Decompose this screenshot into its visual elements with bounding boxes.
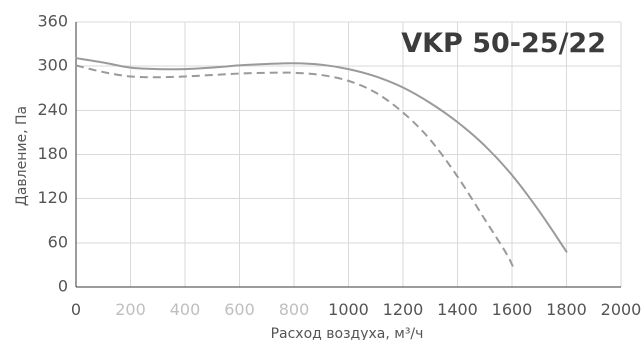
solid-curve-point: [129, 66, 131, 68]
dashed-curve-point: [238, 72, 240, 74]
dashed-curve-point: [129, 75, 131, 77]
x-tick-label: 400: [170, 300, 201, 319]
x-tick-label: 1400: [437, 300, 478, 319]
solid-curve-point: [266, 63, 268, 65]
y-axis-label: Давление, Па: [14, 106, 30, 206]
y-tick-label: 60: [48, 232, 68, 251]
dashed-curve-point: [184, 75, 186, 77]
solid-curve-point: [456, 121, 458, 123]
dashed-curve-point: [320, 74, 322, 76]
solid-curve-point: [293, 62, 295, 64]
x-tick-label: 0: [71, 300, 81, 319]
solid-curve-point: [347, 68, 349, 70]
dashed-curve-point: [505, 253, 507, 255]
solid-curve-point: [511, 174, 513, 176]
dashed-curve-point: [293, 72, 295, 74]
solid-curve-point: [211, 66, 213, 68]
y-tick-label: 360: [37, 12, 68, 31]
chart-title: VKP 50-25/22: [401, 28, 606, 59]
solid-curve-point: [429, 102, 431, 104]
x-tick-label: 1600: [492, 300, 533, 319]
y-tick-label: 180: [37, 144, 68, 163]
dashed-curve-point: [75, 64, 77, 66]
x-tick-label: 800: [279, 300, 310, 319]
y-tick-label: 0: [58, 277, 68, 296]
series: [75, 57, 568, 272]
dashed-curve-point: [375, 91, 377, 93]
x-tick-label: 200: [115, 300, 146, 319]
solid-curve-point: [538, 210, 540, 212]
x-tick-label: 1800: [546, 300, 587, 319]
dashed-curve-line: [75, 64, 516, 272]
dashed-curve-point: [429, 139, 431, 141]
dashed-curve-point: [514, 270, 516, 272]
dashed-curve-point: [102, 71, 104, 73]
solid-curve-point: [75, 57, 77, 59]
x-tick-label: 2000: [601, 300, 642, 319]
dashed-curve-point: [456, 175, 458, 177]
grid: [76, 21, 622, 287]
solid-curve-point: [238, 64, 240, 66]
x-tick-label: 1200: [383, 300, 424, 319]
dashed-curve-point: [402, 111, 404, 113]
solid-curve-point: [402, 86, 404, 88]
solid-curve-line: [75, 57, 568, 253]
solid-curve-point: [157, 68, 159, 70]
x-axis-label: Расход воздуха, м³/ч: [271, 326, 424, 340]
solid-curve-point: [184, 68, 186, 70]
solid-curve-point: [320, 63, 322, 65]
y-tick-label: 240: [37, 100, 68, 119]
dashed-curve-point: [347, 80, 349, 82]
dashed-curve-point: [484, 218, 486, 220]
tick-labels: 0 200 400 600 800 1000 1200 1400 1600 1800 2000 0 60…: [37, 12, 641, 320]
solid-curve-point: [565, 250, 567, 252]
dashed-curve-point: [211, 74, 213, 76]
x-tick-label: 600: [224, 300, 255, 319]
solid-curve-point: [102, 61, 104, 63]
y-tick-label: 120: [37, 188, 68, 207]
solid-curve-point: [375, 75, 377, 77]
x-tick-label: 1000: [328, 300, 369, 319]
dashed-curve-point: [157, 76, 159, 78]
dashed-curve-point: [266, 72, 268, 74]
solid-curve-point: [484, 144, 486, 146]
y-tick-label: 300: [37, 56, 68, 75]
